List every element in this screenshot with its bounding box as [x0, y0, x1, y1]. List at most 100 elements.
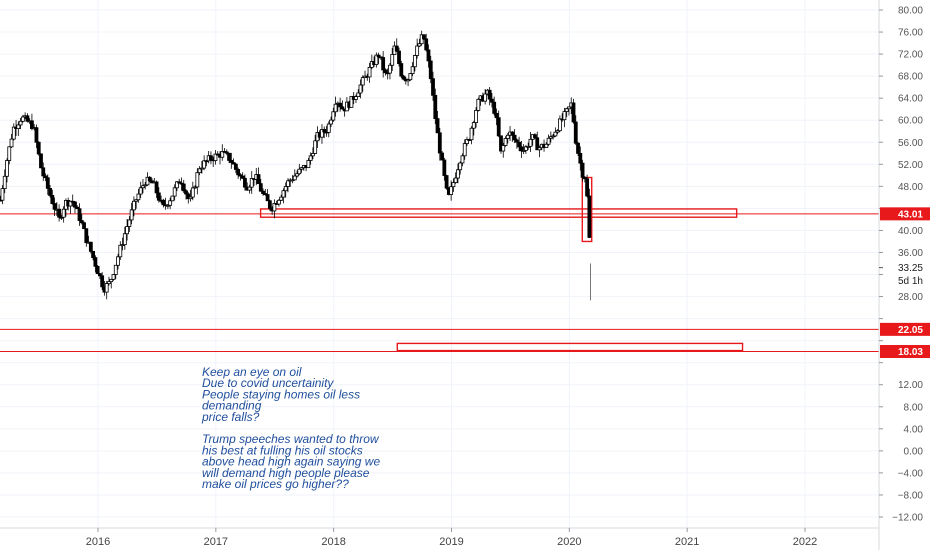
- candle-body: [84, 228, 89, 244]
- candle-body: [267, 200, 272, 209]
- candle-body: [109, 278, 114, 283]
- candle-body: [256, 174, 261, 185]
- candle-body: [184, 190, 188, 195]
- candle-body: [514, 139, 519, 143]
- candle-body: [186, 193, 191, 200]
- candle-body: [553, 131, 558, 137]
- y-tick-label: 28.00: [898, 292, 923, 303]
- candle-body: [277, 199, 281, 205]
- candle-body: [116, 256, 120, 266]
- x-tick-label: 2017: [204, 536, 228, 548]
- candle-body: [338, 102, 343, 108]
- candle-body: [197, 168, 202, 174]
- candle-body: [564, 108, 569, 113]
- candle-body: [308, 155, 313, 161]
- candle-body: [131, 200, 136, 211]
- candle-body: [544, 143, 549, 148]
- candle-body: [456, 169, 460, 179]
- candle-body: [340, 106, 345, 110]
- candle-body: [410, 66, 415, 74]
- y-tick-label: 36.00: [898, 248, 923, 259]
- candle-body: [104, 283, 109, 293]
- candle-body: [75, 206, 80, 210]
- level-price-tag-label: 22.05: [898, 325, 923, 336]
- candle-body: [383, 69, 388, 74]
- price-axis[interactable]: 80.00 76.00 72.00 68.00 64.00 60.00 56.00 52.00…: [879, 6, 923, 524]
- marked-zone-rect: [396, 342, 744, 352]
- candle-body: [286, 180, 290, 187]
- candle-body: [57, 208, 62, 218]
- candle-body: [227, 152, 231, 161]
- candle-body: [576, 142, 580, 154]
- x-tick-label: 2020: [557, 536, 581, 548]
- candle-body: [9, 138, 14, 148]
- x-tick-label: 2018: [321, 536, 345, 548]
- candle-body: [433, 94, 438, 119]
- candle-body: [390, 54, 395, 66]
- candle-body: [406, 79, 410, 82]
- candle-body: [79, 220, 84, 224]
- candle-body: [442, 159, 447, 176]
- y-tick-label: 56.00: [898, 138, 923, 149]
- candle-body: [333, 103, 338, 113]
- candle-body: [329, 119, 333, 125]
- candle-body: [326, 123, 331, 133]
- y-tick-label: 52.00: [898, 160, 923, 171]
- x-tick-label: 2022: [793, 536, 817, 548]
- level-price-tag-label: 18.03: [898, 347, 923, 358]
- candle-body: [25, 115, 30, 122]
- candle-body: [306, 160, 311, 169]
- candle-body: [209, 155, 213, 161]
- candle-body: [231, 162, 236, 165]
- candle-body: [238, 174, 243, 177]
- candle-body: [546, 137, 551, 145]
- candle-body: [168, 200, 173, 206]
- horizontal-levels[interactable]: [0, 213, 879, 353]
- candle-body: [458, 162, 463, 171]
- time-axis[interactable]: 2016 2017 2018 2019 2020 2021 2022: [86, 528, 817, 548]
- candle-body: [249, 178, 254, 188]
- level-price-tag: [880, 207, 930, 221]
- candle-body: [367, 66, 372, 78]
- candle-body: [43, 175, 48, 179]
- candle-body: [462, 143, 467, 157]
- candlesticks: [0, 30, 592, 301]
- candle-body: [247, 186, 252, 191]
- candle-body: [526, 145, 531, 148]
- candle-body: [573, 121, 578, 144]
- candle-body: [567, 106, 571, 110]
- candle-body: [134, 199, 139, 202]
- candle-body: [156, 192, 161, 201]
- candle-body: [510, 131, 515, 136]
- level-price-tag: [880, 345, 930, 359]
- candle-body: [299, 167, 304, 170]
- candle-body: [320, 129, 324, 138]
- candle-body: [193, 186, 197, 189]
- price-tags: 43.01 22.05 18.03 33.25 5d 1h: [879, 207, 930, 359]
- candle-body: [354, 96, 358, 100]
- candle-body: [476, 98, 481, 111]
- candle-body: [394, 45, 399, 52]
- candle-body: [236, 169, 241, 176]
- candle-body: [188, 196, 193, 200]
- candle-body: [465, 139, 469, 144]
- candle-body: [11, 126, 16, 140]
- candle-body: [77, 208, 82, 221]
- candle-body: [519, 146, 524, 152]
- candle-body: [358, 84, 363, 94]
- candle-body: [490, 98, 494, 103]
- y-tick-label: 8.00: [904, 402, 924, 413]
- candle-body: [376, 54, 381, 58]
- candle-body: [2, 175, 7, 190]
- y-tick-label: 64.00: [898, 94, 923, 105]
- candle-body: [224, 151, 229, 154]
- candle-body: [388, 64, 392, 74]
- candle-body: [422, 34, 426, 40]
- y-tick-label: 40.00: [898, 226, 923, 237]
- candle-body: [190, 187, 195, 198]
- annotation-line: Trump speeches wanted to throw: [202, 432, 380, 446]
- candle-body: [587, 195, 592, 238]
- y-tick-label: 80.00: [898, 6, 923, 17]
